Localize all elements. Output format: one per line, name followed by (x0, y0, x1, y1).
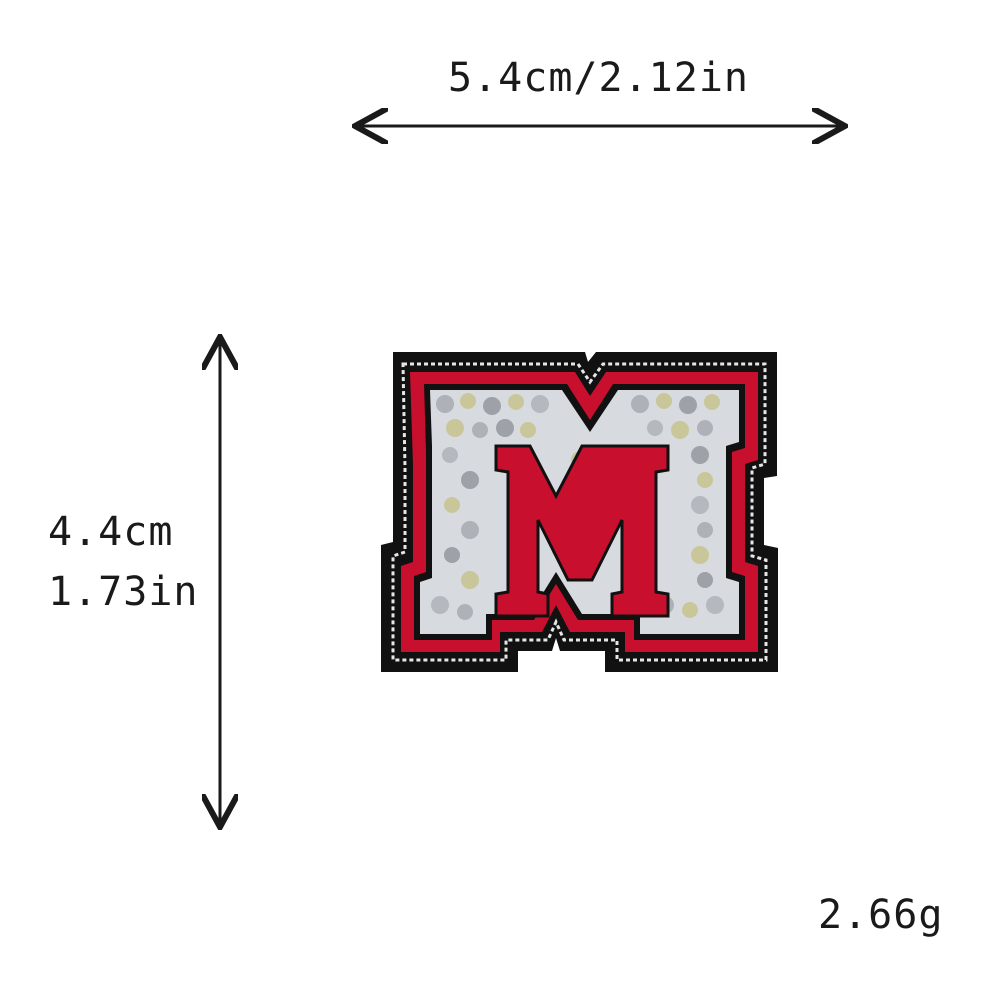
rhinestones (431, 393, 724, 620)
height-measurement-cm-label: 4.4cm (48, 509, 174, 555)
height-measurement-in-label: 1.73in (48, 569, 199, 615)
width-measurement-label: 5.4cm/2.12in (448, 55, 749, 101)
weight-label: 2.66g (818, 892, 944, 938)
inner-red-m (496, 446, 668, 616)
